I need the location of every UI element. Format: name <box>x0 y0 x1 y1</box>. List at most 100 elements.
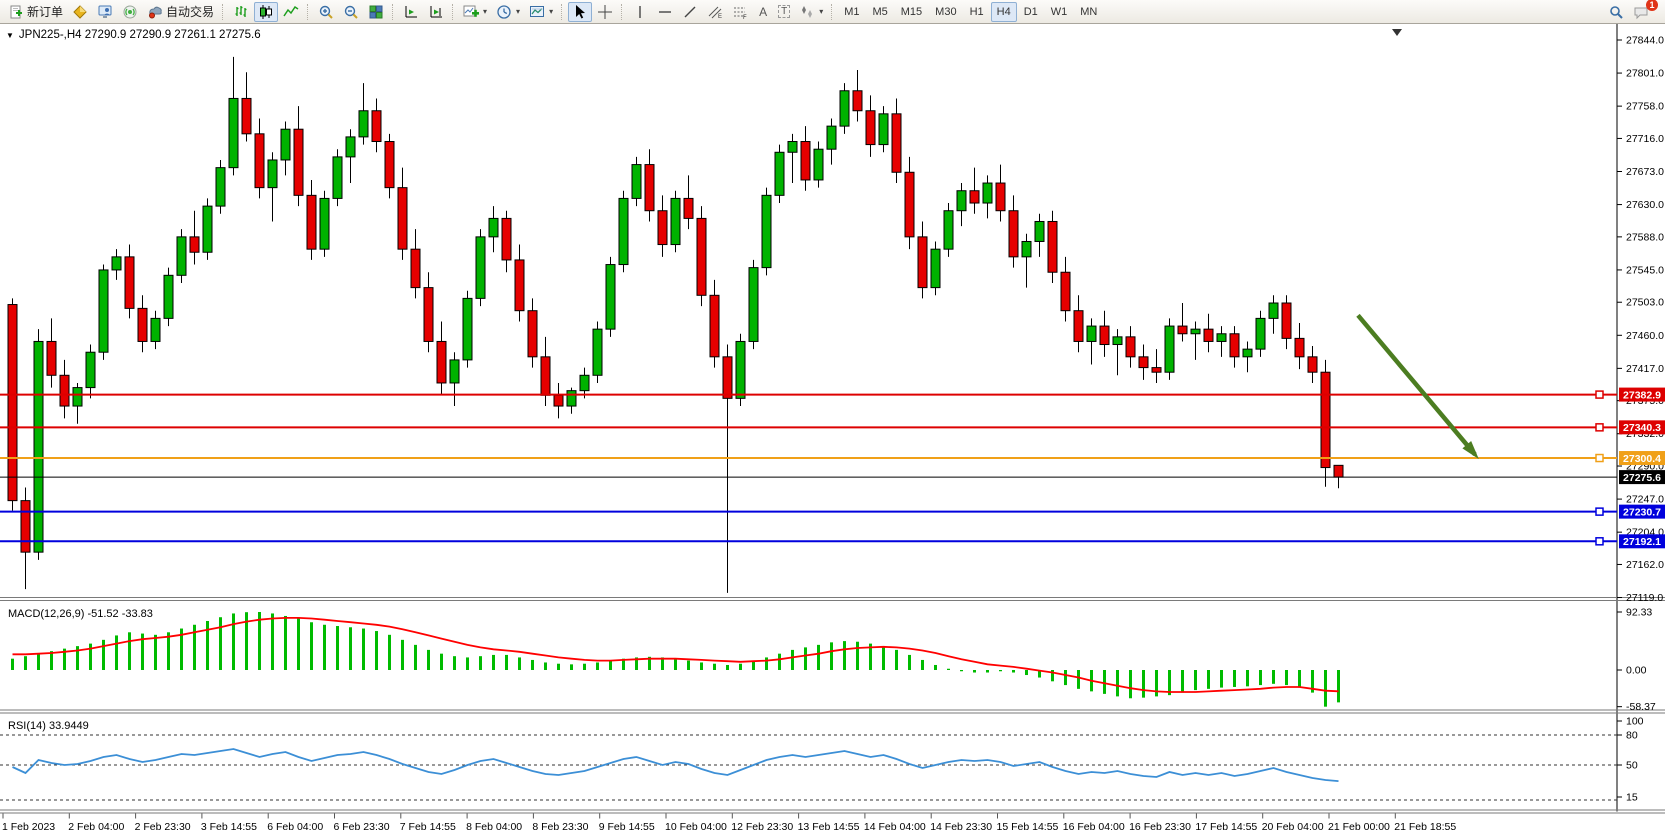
macd-histogram-bar <box>674 658 677 670</box>
macd-histogram-bar <box>1064 670 1067 686</box>
data-window-button[interactable] <box>93 2 117 22</box>
timeframe-h1-button[interactable]: H1 <box>964 2 990 22</box>
timeframe-d1-button[interactable]: D1 <box>1018 2 1044 22</box>
time-axis-label: 7 Feb 14:55 <box>400 821 456 833</box>
timeframe-m5-button[interactable]: M5 <box>866 2 893 22</box>
horizontal-line-object[interactable]: 27340.3 <box>0 420 1665 435</box>
templates-button[interactable]: ▾ <box>525 2 557 22</box>
signals-button[interactable] <box>118 2 142 22</box>
candle-body <box>319 197 330 250</box>
candle-body <box>20 500 31 553</box>
time-axis-label: 14 Feb 23:30 <box>930 821 992 833</box>
horizontal-line-object[interactable]: 27230.7 <box>0 504 1665 519</box>
new-order-button[interactable]: 新订单 <box>4 2 67 22</box>
candle-body <box>865 110 876 146</box>
candle-body <box>1099 325 1110 346</box>
vertical-line-tool-button[interactable] <box>628 2 652 22</box>
candle-body <box>267 159 278 189</box>
candle-chart-button[interactable] <box>254 1 279 22</box>
new-order-icon <box>8 4 24 20</box>
timeframe-w1-button[interactable]: W1 <box>1045 2 1074 22</box>
autotrading-button[interactable]: 自动交易 <box>143 2 218 22</box>
text-label-tool-icon: T <box>778 5 791 18</box>
time-axis-label: 9 Feb 14:55 <box>599 821 655 833</box>
channel-icon: E <box>707 4 723 20</box>
arrows-tool-button[interactable]: ▾ <box>795 2 827 22</box>
price-tick-label: 27503.0 <box>1626 297 1664 309</box>
collapse-arrow-icon[interactable]: ▼ <box>6 30 14 40</box>
cursor-icon <box>572 4 588 20</box>
rsi-axis-label: 15 <box>1626 792 1638 804</box>
macd-histogram-bar <box>1103 670 1106 694</box>
time-axis-label: 8 Feb 04:00 <box>466 821 522 833</box>
candle-body <box>254 133 265 189</box>
timeframe-label: W1 <box>1050 5 1068 18</box>
candle-body <box>1268 302 1279 319</box>
macd-histogram-bar <box>1298 670 1301 688</box>
svg-text:27192.1: 27192.1 <box>1623 536 1661 548</box>
cursor-button[interactable] <box>568 1 593 22</box>
macd-histogram-bar <box>401 639 404 670</box>
candle-body <box>995 182 1006 212</box>
price-line-axis-label <box>1619 451 1665 466</box>
candle-body <box>930 248 941 289</box>
chart-shift-button[interactable] <box>424 2 448 22</box>
indicators-button[interactable]: ▾ <box>459 2 491 22</box>
time-axis-label: 2 Feb 04:00 <box>68 821 124 833</box>
fibonacci-tool-button[interactable]: F <box>728 2 752 22</box>
toolbar-separator <box>561 3 564 20</box>
macd-histogram-bar <box>583 663 586 670</box>
timeframe-mn-button[interactable]: MN <box>1074 2 1103 22</box>
search-button[interactable] <box>1604 2 1628 22</box>
line-chart-button[interactable] <box>279 2 303 22</box>
macd-histogram-bar <box>1051 670 1054 682</box>
crosshair-button[interactable] <box>593 2 617 22</box>
macd-histogram-bar <box>1246 670 1249 687</box>
zoom-in-button[interactable] <box>314 2 338 22</box>
zoom-out-button[interactable] <box>339 2 363 22</box>
candle-body <box>1255 317 1266 350</box>
macd-histogram-bar <box>596 662 599 670</box>
trend-arrow-annotation[interactable] <box>1356 313 1479 460</box>
periods-button[interactable]: ▾ <box>492 2 524 22</box>
timeframe-m1-button[interactable]: M1 <box>838 2 865 22</box>
timeframe-m15-button[interactable]: M15 <box>895 2 928 22</box>
macd-histogram-bar <box>1324 670 1327 707</box>
bar-chart-button[interactable] <box>229 2 253 22</box>
macd-histogram-bar <box>1233 670 1236 687</box>
channel-tool-button[interactable]: E <box>703 2 727 22</box>
macd-histogram-bar <box>50 651 53 670</box>
auto-scroll-button[interactable] <box>399 2 423 22</box>
horizontal-line-object[interactable]: 27382.9 <box>0 387 1665 402</box>
rsi-axis-label: 100 <box>1626 716 1644 728</box>
macd-histogram-bar <box>1220 670 1223 688</box>
macd-histogram-bar <box>362 628 365 670</box>
text-tool-button[interactable]: A <box>753 2 773 22</box>
time-axis-label: 17 Feb 14:55 <box>1195 821 1257 833</box>
chat-badge: 1 <box>1646 0 1658 11</box>
candle-body <box>1242 348 1253 358</box>
tile-windows-button[interactable] <box>364 2 388 22</box>
horizontal-line-object[interactable]: 27300.4 <box>0 451 1665 466</box>
macd-histogram-bar <box>102 639 105 670</box>
text-label-tool-button[interactable]: T <box>774 2 794 22</box>
time-axis-label: 16 Feb 04:00 <box>1063 821 1125 833</box>
candle-body <box>488 217 499 238</box>
horizontal-line-object[interactable]: 27192.1 <box>0 534 1665 549</box>
chart-canvas: 27844.0 27801.0 27758.0 27716.0 27673.0 27630… <box>0 24 1665 840</box>
timeframe-m30-button[interactable]: M30 <box>929 2 962 22</box>
macd-histogram-bar <box>1155 670 1158 697</box>
horizontal-line-tool-button[interactable] <box>653 2 677 22</box>
candle-body <box>1177 325 1188 335</box>
trendline-tool-button[interactable] <box>678 2 702 22</box>
macd-histogram-bar <box>271 613 274 670</box>
macd-histogram-bar <box>570 664 573 670</box>
market-watch-button[interactable] <box>68 2 92 22</box>
macd-histogram-bar <box>648 656 651 670</box>
candle-body <box>358 110 369 138</box>
candle-body <box>33 340 44 553</box>
autotrading-label: 自动交易 <box>166 5 215 19</box>
candle-body <box>7 304 18 502</box>
chat-button[interactable]: 1 <box>1629 0 1658 22</box>
timeframe-h4-button[interactable]: H4 <box>990 1 1017 22</box>
